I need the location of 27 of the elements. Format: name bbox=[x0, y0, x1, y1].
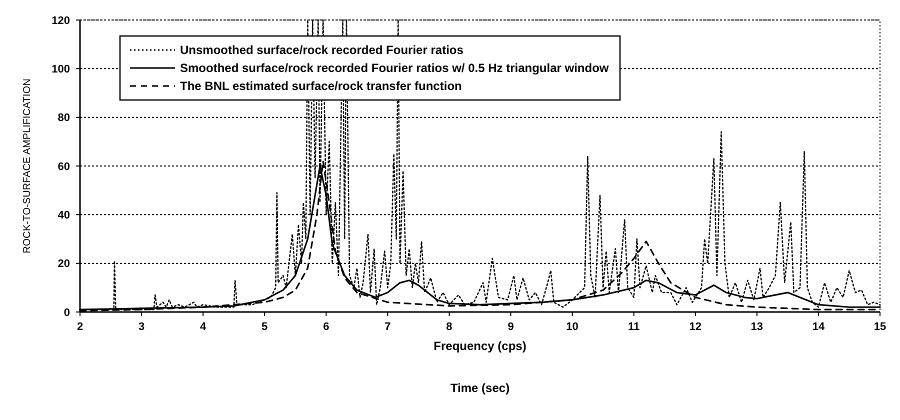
legend-label: Unsmoothed surface/rock recorded Fourier ratios bbox=[180, 43, 464, 58]
x-tick-label: 3 bbox=[138, 321, 145, 333]
x-tick-label: 5 bbox=[262, 321, 268, 333]
x-tick-label: 13 bbox=[750, 321, 764, 333]
x-tick-label: 2 bbox=[76, 321, 84, 333]
text: Time (sec) bbox=[450, 381, 510, 395]
x-tick-label: 12 bbox=[689, 321, 702, 333]
y-tick-label: 0 bbox=[64, 306, 70, 319]
y-tick-label: 20 bbox=[58, 258, 70, 270]
y-axis-title: ROCK-TO-SURFACE AMPLIFICATION bbox=[22, 78, 33, 254]
x-tick-label: 4 bbox=[200, 321, 208, 333]
y-tick-label: 40 bbox=[58, 210, 70, 222]
x-tick-label: 8 bbox=[446, 321, 452, 333]
y-tick-label: 100 bbox=[52, 64, 70, 76]
legend-label: The BNL estimated surface/rock transfer function bbox=[180, 79, 462, 94]
y-tick-label: 120 bbox=[52, 14, 70, 27]
x-tick-label: 11 bbox=[628, 321, 640, 333]
x-tick-label: 14 bbox=[812, 321, 826, 333]
x-tick-label: 9 bbox=[508, 321, 514, 333]
x-axis-title: Frequency (cps) bbox=[434, 339, 526, 353]
legend-label: Smoothed surface/rock recorded Fourier ratios w/ 0.5 Hz triangular window bbox=[180, 61, 610, 76]
x-tick-label: 6 bbox=[323, 321, 330, 333]
y-tick-label: 60 bbox=[58, 160, 70, 173]
x-tick-label: 15 bbox=[874, 321, 886, 333]
y-tick-label: 80 bbox=[58, 112, 70, 124]
x-tick-label: 7 bbox=[384, 321, 391, 333]
x-tick-label: 10 bbox=[566, 321, 578, 333]
